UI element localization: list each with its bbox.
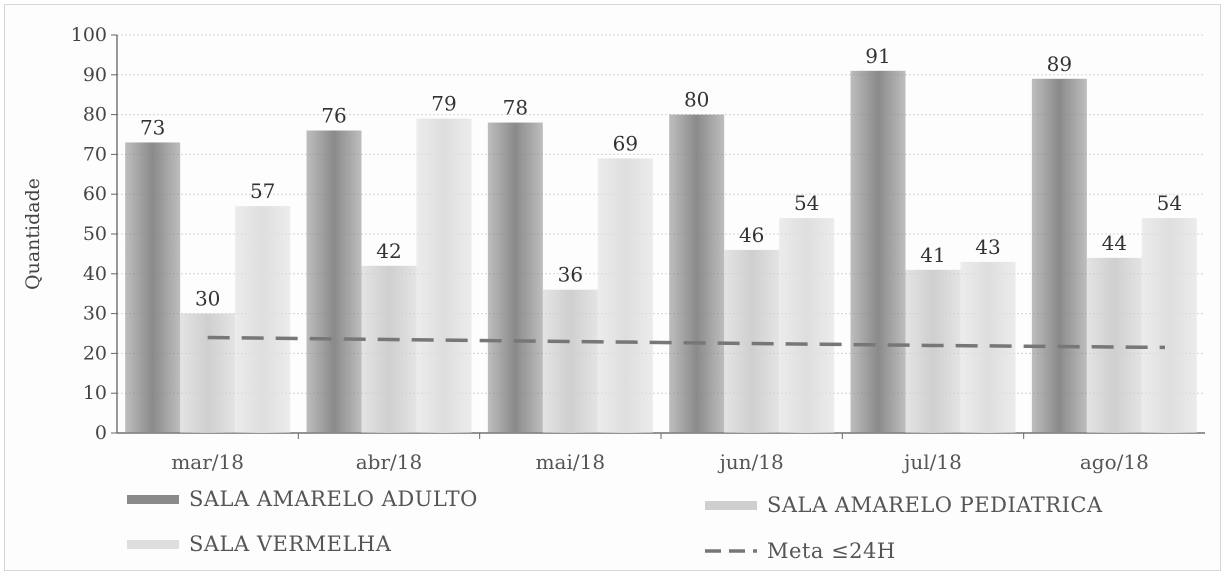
- data-label: 89: [1047, 52, 1072, 76]
- legend-label: SALA AMARELO PEDIATRICA: [767, 493, 1103, 517]
- x-tick-label: mar/18: [171, 450, 244, 474]
- data-label: 57: [250, 179, 275, 203]
- y-tick-label: 30: [83, 303, 107, 325]
- y-tick-label: 100: [71, 24, 107, 46]
- data-label: 44: [1102, 231, 1127, 255]
- legend-swatch: [705, 501, 757, 510]
- data-label: 69: [613, 131, 638, 155]
- bar: [779, 218, 835, 433]
- bar: [542, 289, 598, 433]
- y-tick-label: 20: [83, 342, 107, 364]
- data-label: 73: [140, 115, 165, 139]
- legend-label: Meta ≤24H: [767, 539, 896, 563]
- bar: [125, 142, 181, 433]
- y-axis-label: Quantidade: [22, 178, 44, 290]
- y-tick-label: 90: [83, 64, 107, 86]
- bar: [306, 130, 362, 433]
- y-tick-label: 80: [83, 104, 107, 126]
- y-tick-label: 10: [83, 382, 107, 404]
- bar: [850, 70, 906, 433]
- bar: [669, 114, 725, 433]
- y-tick-label: 0: [95, 422, 107, 444]
- bar: [597, 158, 653, 433]
- data-label: 36: [558, 263, 583, 287]
- y-tick-label: 60: [83, 183, 107, 205]
- bar: [416, 118, 472, 433]
- x-tick-label: jun/18: [718, 450, 784, 474]
- data-label: 76: [321, 104, 346, 128]
- chart-frame: 0 10 20 30 40 50 60 70 80 90 100 Quantidade 73 30 57 ma…: [4, 4, 1221, 571]
- x-tick-label: mai/18: [536, 450, 605, 474]
- legend-swatch: [127, 495, 179, 504]
- bar: [724, 249, 780, 433]
- legend-label: SALA AMARELO ADULTO: [189, 487, 478, 511]
- y-tick-label: 70: [83, 143, 107, 165]
- data-label: 54: [1157, 191, 1182, 215]
- bar: [361, 265, 417, 433]
- data-label: 46: [739, 223, 764, 247]
- x-tick-label: ago/18: [1080, 450, 1149, 474]
- y-tick-label: 40: [83, 263, 107, 285]
- bar: [180, 313, 236, 433]
- y-tick-label: 50: [83, 223, 107, 245]
- bar: [487, 122, 543, 433]
- bar: [1031, 78, 1087, 433]
- data-label: 42: [376, 239, 401, 263]
- data-label: 30: [195, 287, 220, 311]
- x-tick-label: jul/18: [902, 450, 962, 474]
- legend-label: SALA VERMELHA: [189, 532, 392, 556]
- x-tick-label: abr/18: [356, 450, 422, 474]
- bar: [235, 206, 291, 433]
- data-label: 78: [503, 96, 528, 120]
- bar-chart: 0 10 20 30 40 50 60 70 80 90 100 Quantidade 73 30 57 ma…: [22, 24, 1205, 563]
- data-label: 80: [684, 88, 709, 112]
- data-label: 91: [865, 44, 890, 68]
- data-label: 41: [920, 243, 945, 267]
- legend-swatch: [127, 540, 179, 549]
- target-line: [207, 335, 1166, 350]
- data-label: 79: [431, 92, 456, 116]
- bar: [1141, 218, 1197, 433]
- data-label: 54: [794, 191, 819, 215]
- data-label: 43: [975, 235, 1000, 259]
- bar: [905, 269, 961, 433]
